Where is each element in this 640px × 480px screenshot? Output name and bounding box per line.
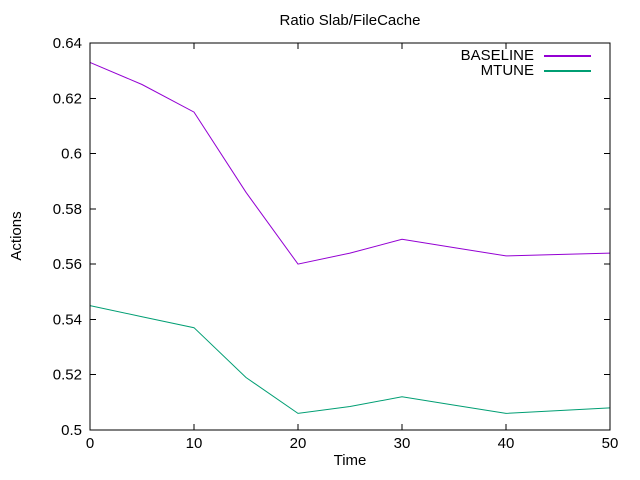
- y-tick-label: 0.56: [53, 256, 82, 273]
- legend-entry-baseline: BASELINE: [461, 48, 591, 63]
- legend-entry-mtune: MTUNE: [461, 63, 591, 78]
- y-tick-label: 0.58: [53, 201, 82, 218]
- x-axis-label: Time: [333, 452, 367, 469]
- plot-border: [89, 42, 611, 431]
- legend-line-sample-mtune: [544, 69, 591, 72]
- legend: BASELINE MTUNE: [461, 48, 591, 78]
- series-line-baseline: [89, 61, 611, 265]
- y-tick-label: 0.64: [53, 35, 82, 52]
- x-tick-label: 20: [290, 435, 307, 452]
- chart-title: Ratio Slab/FileCache: [279, 12, 421, 29]
- legend-label-mtune: MTUNE: [480, 62, 534, 79]
- series-line-mtune: [89, 305, 611, 414]
- x-tick-label: 50: [602, 435, 619, 452]
- y-tick-label: 0.5: [61, 422, 82, 439]
- y-tick-label: 0.62: [53, 90, 82, 107]
- y-tick-label: 0.52: [53, 367, 82, 384]
- legend-line-sample-baseline: [544, 54, 591, 57]
- legend-label-baseline: BASELINE: [460, 47, 534, 64]
- x-tick-label: 0: [86, 435, 94, 452]
- y-tick-label: 0.54: [53, 311, 82, 328]
- x-tick-label: 30: [394, 435, 411, 452]
- x-tick-label: 40: [498, 435, 515, 452]
- y-tick-label: 0.6: [61, 146, 82, 163]
- y-axis-label: Actions: [8, 211, 25, 261]
- x-tick-label: 10: [186, 435, 203, 452]
